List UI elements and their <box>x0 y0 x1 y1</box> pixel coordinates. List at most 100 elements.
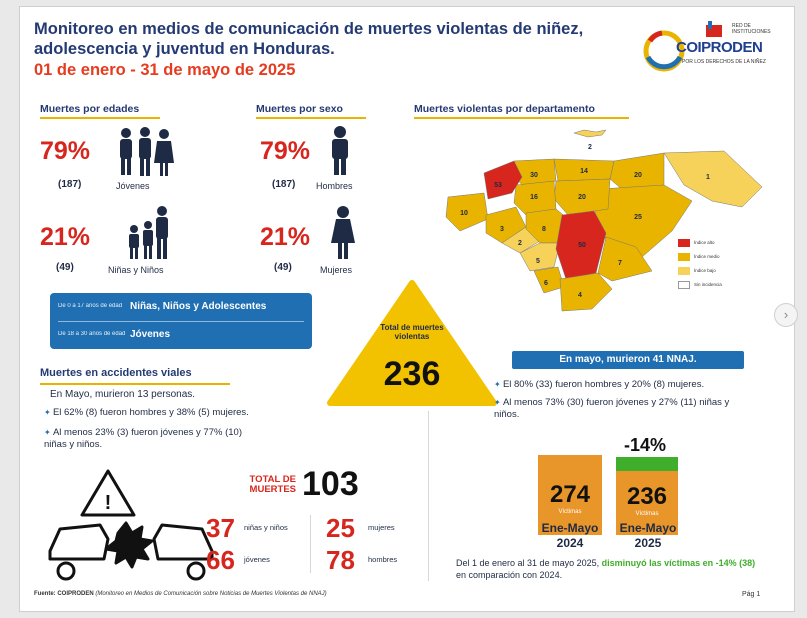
young-label: Jóvenes <box>116 181 150 191</box>
age-range-legend: De 0 a 17 años de edad Niñas, Niños y Ado… <box>50 293 312 349</box>
legend-divider <box>58 321 304 322</box>
young-count: (187) <box>58 179 82 190</box>
map-islas-bahia <box>573 129 607 138</box>
may-summary-header: En mayo, murieron 41 NNAJ. <box>512 351 744 369</box>
acc-men-lbl: hombres <box>368 555 398 564</box>
accidents-bullet-sex: El 62% (8) fueron hombres y 38% (5) muje… <box>44 407 304 419</box>
may-bullet-age: Al menos 73% (30) fueron jóvenes y 27% (… <box>494 397 734 421</box>
acc-kids-lbl: niñas y niños <box>244 523 288 532</box>
woman-icon <box>331 206 355 259</box>
women-label: Mujeres <box>320 265 353 275</box>
young-people-icon <box>120 127 174 176</box>
car-crash-icon: ! <box>48 469 214 581</box>
logo-emblem-icon <box>643 21 722 72</box>
map-num-santa-barbara: 16 <box>530 194 538 201</box>
map-la-paz <box>519 242 561 272</box>
kids-count: (49) <box>56 262 74 273</box>
accidents-total-value: 103 <box>302 465 359 503</box>
honduras-map: 2 30 14 20 1 53 16 20 25 10 3 2 8 5 50 7… <box>445 129 763 312</box>
map-underline <box>414 117 629 119</box>
acc-women-num: 25 <box>326 513 355 543</box>
bar-2025-caption: Ene-Mayo 2025 <box>619 521 677 550</box>
logo-name: COIPRODEN <box>676 39 763 56</box>
accidents-underline <box>40 383 230 385</box>
by-age-label: Muertes por edades <box>40 103 140 115</box>
acc-kids-num: 37 <box>206 513 235 543</box>
bar-2025-value: 236 <box>626 483 668 510</box>
map-num-valle: 6 <box>544 280 548 287</box>
legend-youth-range: De 18 a 30 años de edad <box>58 331 126 338</box>
legend-youth-label: Jóvenes <box>130 329 171 341</box>
page-title: Monitoreo en medios de comunicación de m… <box>34 20 584 58</box>
men-pct: 79% <box>260 137 311 165</box>
young-pct: 79% <box>40 137 91 165</box>
acc-young-num: 66 <box>206 545 235 575</box>
accidents-may-line: En Mayo, murieron 13 personas. <box>50 389 196 400</box>
acc-stats-divider <box>310 515 311 573</box>
legend-nna-label: Niñas, Niños y Adolescentes <box>130 301 267 313</box>
kids-label: Niñas y Niños <box>108 265 164 275</box>
may-bullet-sex: El 80% (33) fueron hombres y 20% (8) muj… <box>494 379 764 391</box>
map-gracias-a-dios <box>663 150 763 208</box>
page-number: Pág 1 <box>742 591 761 598</box>
man-icon <box>332 126 348 175</box>
map-num-comayagua: 8 <box>542 226 546 233</box>
carousel-next-button[interactable]: › <box>774 303 798 327</box>
total-value: 236 <box>383 355 441 393</box>
men-count: (187) <box>272 179 296 190</box>
map-num-atlantida: 14 <box>580 168 588 175</box>
accidents-bullet-age: Al menos 23% (3) fueron jóvenes y 77% (1… <box>44 427 264 451</box>
chevron-right-icon: › <box>783 307 789 322</box>
map-legend-low: Índice bajo <box>678 267 716 275</box>
acc-women-lbl: mujeres <box>368 523 395 532</box>
map-legend: Índice alto Índice medio Índice bajo Sin… <box>678 239 758 299</box>
map-francisco-morazan <box>555 210 607 280</box>
bar-2025-sub: Víctimas <box>635 511 659 517</box>
map-num-la-paz: 5 <box>536 258 540 265</box>
map-num-gracias: 1 <box>706 174 710 181</box>
acc-men-num: 78 <box>326 545 355 575</box>
children-icon <box>129 206 168 259</box>
men-label: Hombres <box>316 181 353 191</box>
total-warning-triangle <box>327 280 497 406</box>
infographic-card: Monitoreo en medios de comunicación de m… <box>19 6 798 612</box>
map-legend-high: Índice alto <box>678 239 715 247</box>
women-pct: 21% <box>260 223 311 251</box>
bar-2024: 274 Víctimas <box>538 455 602 535</box>
map-copan <box>483 160 523 200</box>
by-sex-underline <box>256 117 366 119</box>
acc-young-lbl: jóvenes <box>244 555 270 564</box>
by-age-underline <box>40 117 160 119</box>
bar-2024-value: 274 <box>549 481 591 508</box>
map-num-el-paraiso: 7 <box>618 260 622 267</box>
accidents-total-label: TOTAL DE MUERTES <box>249 474 296 495</box>
bar-2025: 236 Víctimas <box>616 471 678 535</box>
legend-nna-range: De 0 a 17 años de edad <box>58 303 123 310</box>
map-num-lempira: 3 <box>500 226 504 233</box>
change-pct: -14% <box>624 435 667 455</box>
map-choluteca <box>559 272 613 312</box>
map-num-cortes: 30 <box>530 172 538 179</box>
bar-2024-caption: Ene-Mayo 2024 <box>541 521 599 550</box>
reduction-band <box>616 457 678 471</box>
map-num-copan: 53 <box>494 182 502 189</box>
map-ocotepeque <box>445 192 489 232</box>
coiproden-logo: RED DE INSTITUCIONES COIPRODEN POR LOS D… <box>642 17 782 83</box>
map-label: Muertes violentas por departamento <box>414 103 595 115</box>
kids-pct: 21% <box>40 223 91 251</box>
map-num-ocotepeque: 10 <box>460 210 468 217</box>
accidents-title: Muertes en accidentes viales <box>40 367 192 379</box>
exclamation-icon: ! <box>105 492 112 514</box>
map-num-yoro: 20 <box>578 194 586 201</box>
logo-bottom-text: POR LOS DERECHOS DE LA NIÑEZ <box>682 59 766 65</box>
map-num-colon: 20 <box>634 172 642 179</box>
map-num-olancho: 25 <box>634 214 642 221</box>
map-num-fm: 50 <box>578 242 586 249</box>
map-legend-medium: Índice medio <box>678 253 720 261</box>
date-range: 01 de enero - 31 de mayo de 2025 <box>34 61 296 79</box>
map-num-intibuca: 2 <box>518 240 522 247</box>
women-count: (49) <box>274 262 292 273</box>
map-el-paraiso <box>597 236 653 282</box>
total-label: Total de muertes violentas <box>380 323 444 341</box>
map-num-islas: 2 <box>588 144 592 151</box>
